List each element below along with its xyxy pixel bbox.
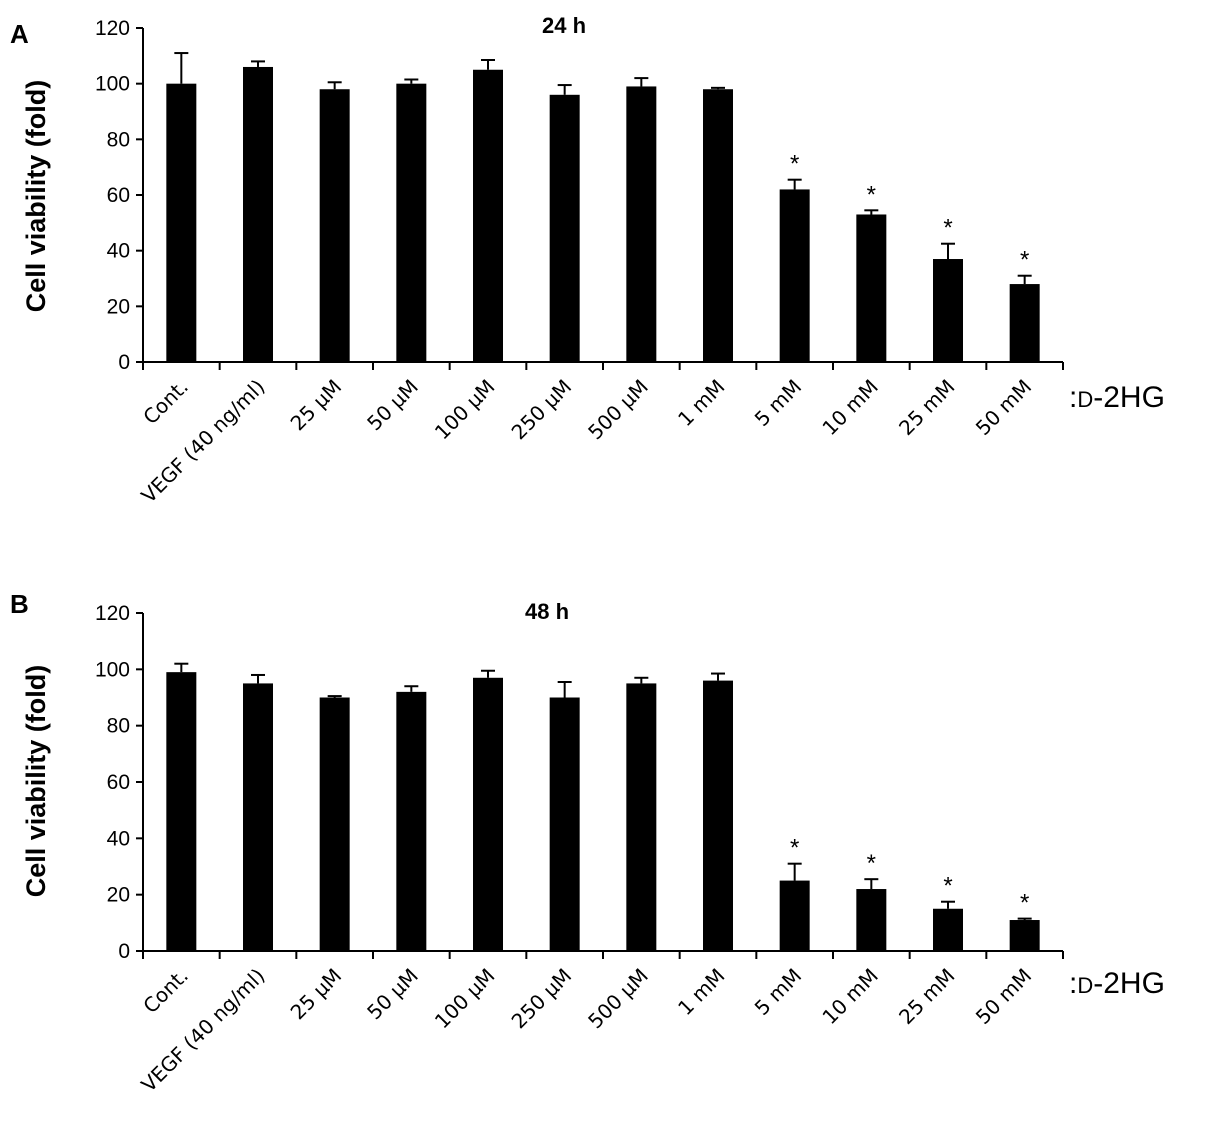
chart-title: 24 h (542, 13, 586, 38)
x-axis-suffix: :D-2HG (1069, 967, 1165, 1000)
significance-marker: * (790, 151, 799, 178)
y-tick-label: 120 (95, 17, 130, 40)
panel-label: B (10, 589, 29, 619)
y-tick-label: 40 (107, 240, 130, 263)
suffix-colon: : (1069, 967, 1077, 1000)
bar (856, 889, 887, 951)
y-axis-label: Cell viability (fold) (21, 80, 51, 313)
suffix-2hg: -2HG (1093, 967, 1165, 1000)
bar (319, 89, 350, 362)
y-tick-label: 60 (107, 184, 130, 207)
x-tick-label: 1 mM (673, 964, 729, 1020)
significance-marker: * (867, 181, 876, 208)
bar (396, 83, 427, 363)
bar (166, 672, 197, 951)
bar (703, 89, 733, 362)
x-tick-label: 10 mM (817, 375, 882, 440)
x-tick-label: Cont. (138, 375, 193, 430)
significance-marker: * (1020, 247, 1029, 274)
bar (473, 677, 503, 951)
bar (626, 86, 657, 362)
significance-marker: * (790, 835, 799, 862)
bar (933, 908, 963, 951)
x-tick-label: 10 mM (817, 964, 882, 1029)
x-tick-label: 500 μM (583, 375, 653, 445)
y-tick-label: 0 (118, 351, 130, 374)
x-tick-label: Cont. (138, 964, 193, 1019)
y-tick-label: 80 (107, 715, 130, 738)
y-tick-label: 100 (95, 658, 130, 681)
y-tick-label: 120 (95, 602, 130, 625)
significance-marker: * (1020, 890, 1029, 917)
bar (1009, 284, 1040, 362)
bar (779, 880, 810, 951)
x-tick-label: 5 mM (750, 964, 806, 1020)
suffix-d: D (1077, 973, 1093, 998)
x-tick-label: 500 μM (583, 964, 653, 1034)
x-tick-label: 25 μM (286, 964, 347, 1025)
x-tick-label: 100 μM (430, 964, 500, 1034)
x-tick-label: 50 mM (971, 964, 1036, 1029)
y-tick-label: 40 (107, 827, 130, 850)
x-tick-label: 250 μM (507, 964, 577, 1034)
y-tick-label: 80 (107, 128, 130, 151)
suffix-d: D (1077, 387, 1093, 412)
bar (549, 697, 580, 951)
bar (703, 680, 733, 951)
bar (396, 691, 427, 951)
bar (166, 83, 197, 363)
x-tick-label: 25 μM (286, 375, 347, 436)
bar (856, 214, 887, 362)
y-tick-label: 0 (118, 940, 130, 963)
suffix-colon: : (1069, 381, 1077, 414)
bar (319, 697, 350, 951)
chart-b: B 48 h Cell viability (fold) :D-2HG 0 20 4… (10, 589, 1165, 1097)
significance-marker: * (943, 873, 952, 900)
panel-label: A (10, 19, 29, 49)
y-tick-label: 100 (95, 73, 130, 96)
x-tick-label: 25 mM (894, 964, 959, 1029)
bar (1009, 920, 1040, 951)
significance-marker: * (943, 215, 952, 242)
bar (243, 683, 273, 951)
x-tick-label: 250 μM (507, 375, 577, 445)
y-tick-label: 20 (107, 295, 130, 318)
chart-a: A 24 h Cell viability (fold) :D-2HG 0 20 4… (10, 13, 1165, 508)
bar (626, 683, 657, 951)
y-tick-label: 60 (107, 771, 130, 794)
chart-title: 48 h (525, 599, 569, 624)
y-tick-label: 20 (107, 884, 130, 907)
bar (549, 94, 580, 363)
bar (933, 259, 963, 362)
x-tick-label: 50 mM (971, 375, 1036, 440)
x-tick-label: 50 μM (362, 964, 423, 1025)
bar (473, 69, 503, 362)
x-tick-label: 50 μM (362, 375, 423, 436)
x-tick-label: 5 mM (750, 375, 806, 431)
suffix-2hg: -2HG (1093, 381, 1165, 414)
x-tick-label: 100 μM (430, 375, 500, 445)
significance-marker: * (867, 850, 876, 877)
bar (243, 66, 273, 362)
bar (779, 189, 810, 362)
x-tick-label: 1 mM (673, 375, 729, 431)
x-tick-label: 25 mM (894, 375, 959, 440)
y-axis-label: Cell viability (fold) (21, 665, 51, 898)
x-axis-suffix: :D-2HG (1069, 381, 1165, 414)
